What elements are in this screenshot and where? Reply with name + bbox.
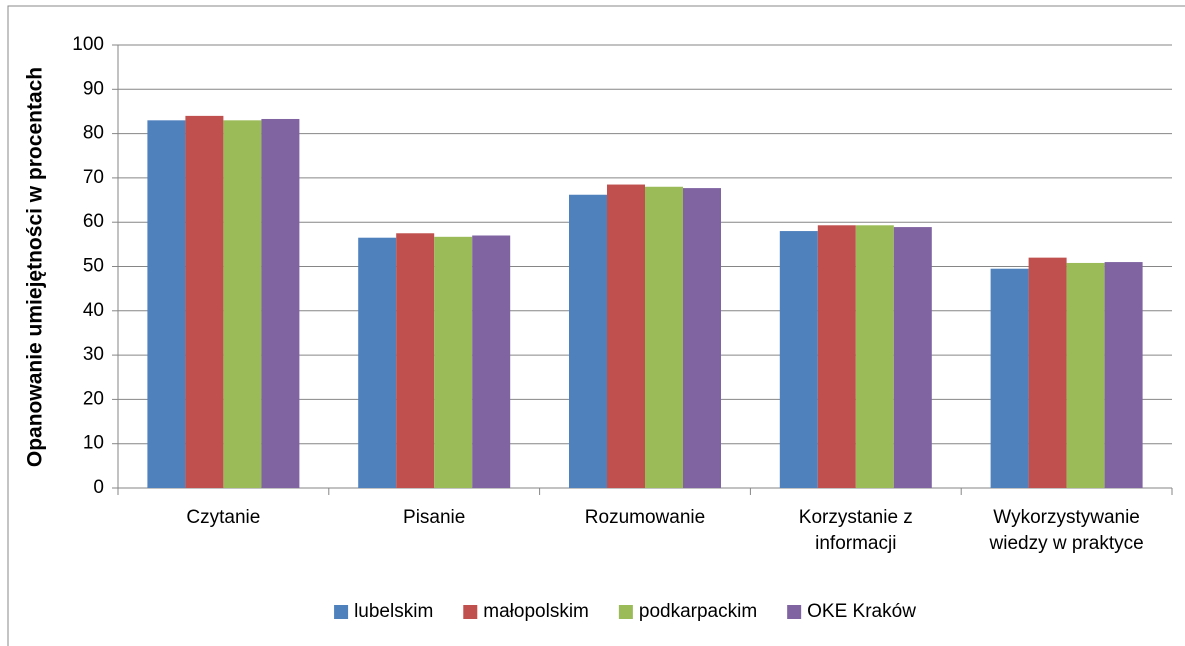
y-axis-label: Opanowanie umiejętności w procentach bbox=[24, 67, 47, 467]
bar bbox=[779, 231, 818, 488]
bar bbox=[185, 115, 224, 488]
legend-label: małopolskim bbox=[483, 601, 589, 622]
legend-swatch bbox=[618, 605, 633, 619]
bar bbox=[396, 233, 435, 488]
legend-swatch bbox=[463, 605, 478, 619]
bar bbox=[147, 120, 186, 488]
bar bbox=[645, 186, 683, 488]
bar bbox=[261, 118, 300, 488]
legend-label: OKE Kraków bbox=[807, 601, 916, 622]
bar bbox=[607, 184, 645, 489]
y-tick-label: 40 bbox=[83, 300, 104, 321]
legend-label: podkarpackim bbox=[639, 601, 757, 622]
bar bbox=[855, 225, 894, 488]
legend-swatch bbox=[787, 605, 802, 619]
bar bbox=[472, 235, 511, 488]
x-tick-label: Rozumowanie bbox=[584, 507, 706, 528]
bar bbox=[1028, 257, 1067, 488]
y-tick-label: 50 bbox=[83, 256, 104, 277]
y-tick-label: 30 bbox=[83, 344, 104, 365]
y-tick-label: 80 bbox=[83, 123, 104, 144]
bar bbox=[569, 194, 607, 488]
y-tick-label: 90 bbox=[83, 78, 104, 99]
bar bbox=[1104, 262, 1143, 488]
bar bbox=[358, 237, 397, 488]
bar bbox=[434, 236, 473, 488]
bar bbox=[683, 188, 721, 489]
y-tick-label: 20 bbox=[83, 388, 104, 409]
y-tick-label: 70 bbox=[83, 167, 104, 188]
bar bbox=[893, 227, 932, 488]
x-tick-label: Korzystanie z informacji bbox=[798, 507, 913, 554]
y-tick-label: 100 bbox=[72, 34, 104, 55]
y-tick-label: 60 bbox=[83, 211, 104, 232]
y-tick-label: 10 bbox=[83, 433, 104, 454]
y-tick-label: 0 bbox=[93, 477, 104, 498]
bar bbox=[990, 268, 1029, 488]
x-tick-label: Wykorzystywanie wiedzy w praktyce bbox=[989, 507, 1144, 554]
bar bbox=[817, 225, 856, 488]
bar bbox=[223, 120, 262, 488]
x-tick-label: Czytanie bbox=[186, 507, 261, 528]
legend-label: lubelskim bbox=[354, 601, 433, 622]
legend-swatch bbox=[334, 605, 349, 619]
x-tick-label: Pisanie bbox=[403, 507, 466, 528]
chart-frame bbox=[7, 5, 1185, 646]
bar bbox=[1066, 262, 1105, 488]
